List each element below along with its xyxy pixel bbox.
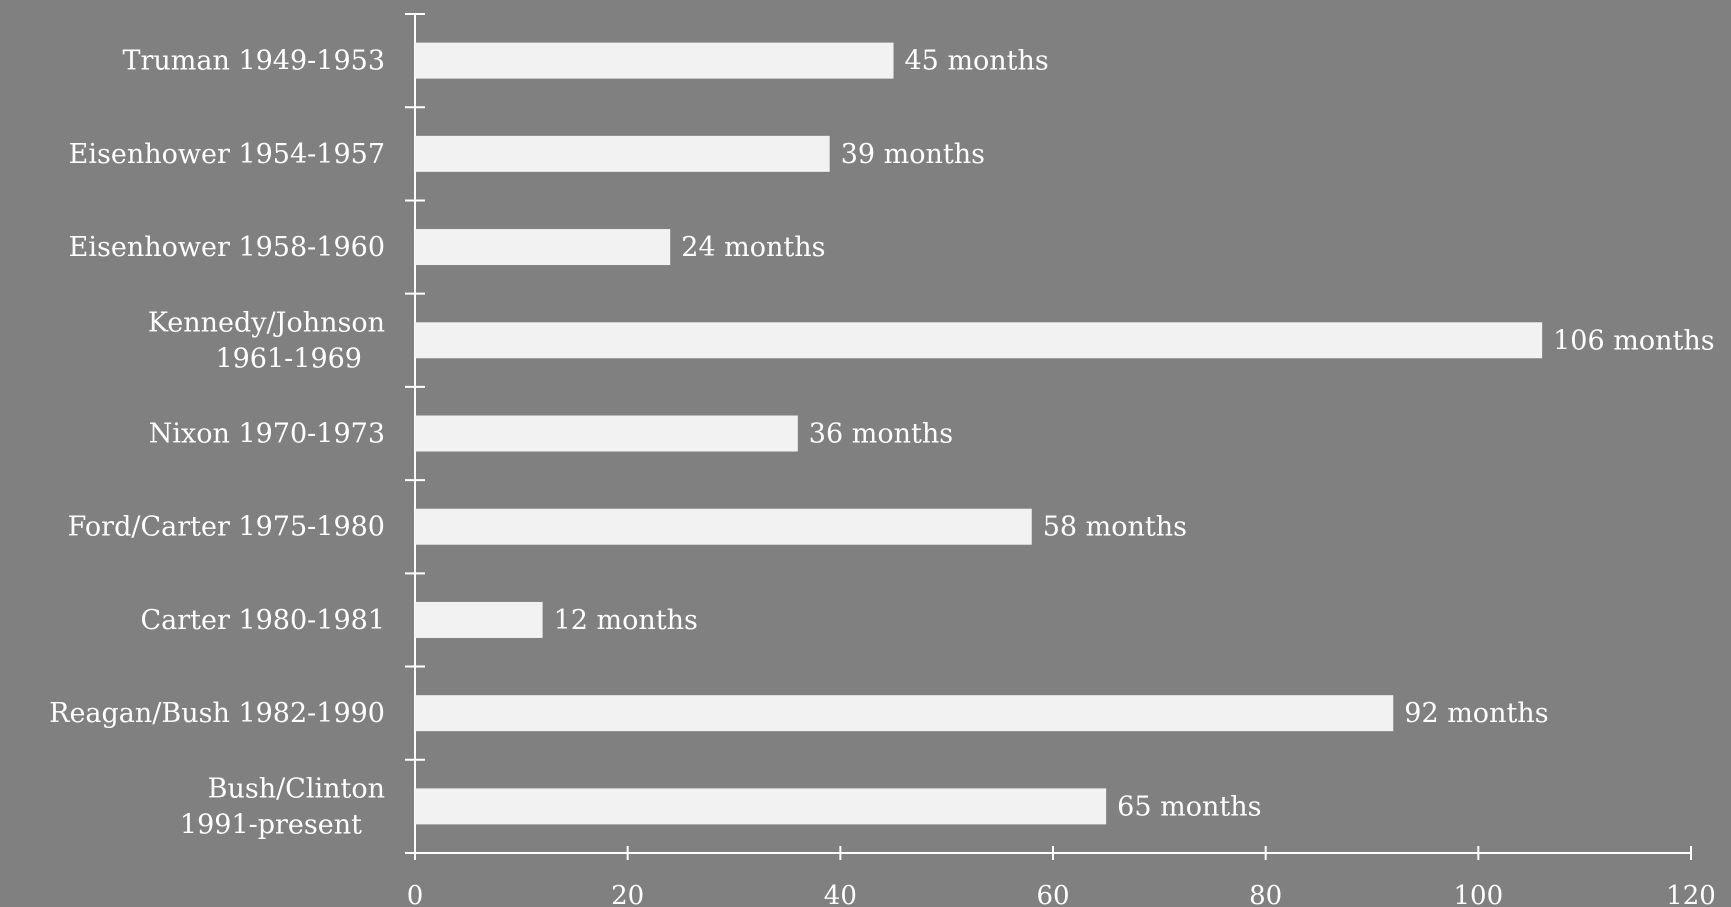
data-label: 36 months (809, 419, 953, 450)
data-labels: 45 months 39 months 24 months 106 months 36 … (554, 46, 1715, 823)
data-label: 12 months (554, 605, 698, 636)
bar (415, 229, 671, 266)
data-label: 65 months (1117, 791, 1261, 822)
x-tick-label: 0 (407, 881, 424, 907)
category-label: Eisenhower 1954-1957 (69, 139, 385, 170)
x-tick-label: 20 (611, 881, 644, 907)
data-label: 24 months (681, 232, 825, 263)
x-tick-labels: 0 20 40 60 80 100 120 (407, 881, 1716, 907)
data-label: 39 months (841, 139, 985, 170)
category-label: Nixon 1970-1973 (149, 419, 385, 450)
data-label: 45 months (905, 46, 1049, 77)
bar (415, 42, 894, 79)
bar (415, 508, 1032, 545)
category-label: Carter 1980-1981 (140, 605, 385, 636)
category-label: Bush/Clinton (208, 773, 385, 804)
bars (415, 42, 1543, 825)
bar (415, 788, 1107, 825)
bar (415, 135, 830, 172)
x-tick-label: 60 (1036, 881, 1069, 907)
x-tick-label: 40 (824, 881, 857, 907)
bar (415, 415, 798, 452)
category-label: 1961-1969 (215, 343, 362, 374)
category-labels: Truman 1949-1953 Eisenhower 1954-1957 Eise… (49, 46, 385, 841)
category-label: Truman 1949-1953 (122, 46, 385, 77)
x-tick-label: 100 (1454, 881, 1504, 907)
data-label: 58 months (1043, 512, 1187, 543)
x-tick-label: 80 (1249, 881, 1282, 907)
category-label: 1991-present (180, 809, 362, 840)
category-label: Eisenhower 1958-1960 (69, 232, 385, 263)
x-tick-label: 120 (1666, 881, 1716, 907)
data-label: 106 months (1553, 325, 1714, 356)
category-label: Ford/Carter 1975-1980 (68, 512, 385, 543)
category-label: Reagan/Bush 1982-1990 (49, 698, 385, 729)
bar (415, 695, 1394, 732)
data-label: 92 months (1404, 698, 1548, 729)
category-label: Kennedy/Johnson (148, 307, 385, 338)
bar (415, 322, 1543, 359)
bar (415, 601, 543, 638)
